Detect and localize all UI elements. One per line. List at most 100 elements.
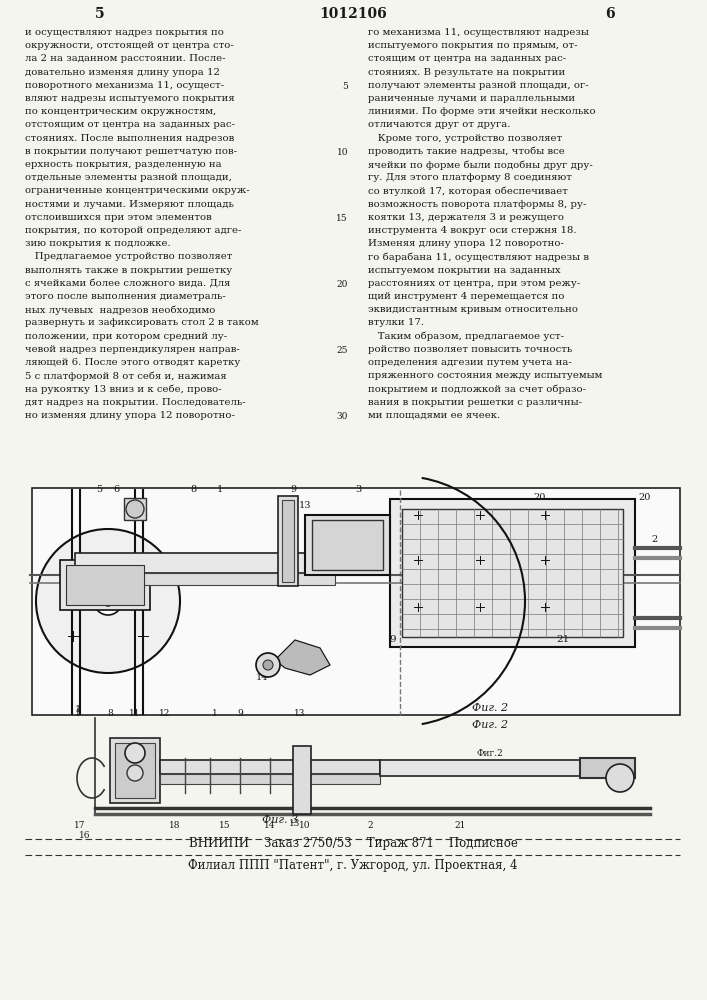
Text: вания в покрытии решетки с различны-: вания в покрытии решетки с различны- bbox=[368, 398, 582, 407]
Text: инструмента 4 вокруг оси стержня 18.: инструмента 4 вокруг оси стержня 18. bbox=[368, 226, 577, 235]
Text: ных лучевых  надрезов необходимо: ных лучевых надрезов необходимо bbox=[25, 305, 216, 315]
Bar bbox=[305, 515, 390, 575]
Text: Кроме того, устройство позволяет: Кроме того, устройство позволяет bbox=[368, 134, 562, 143]
Text: 20: 20 bbox=[534, 493, 547, 502]
Text: проводить такие надрезы, чтобы все: проводить такие надрезы, чтобы все bbox=[368, 147, 565, 156]
Text: ВНИИПИ    Заказ 2750/53    Тираж 871    Подписное: ВНИИПИ Заказ 2750/53 Тираж 871 Подписное bbox=[189, 836, 518, 850]
Bar bbox=[402, 509, 623, 637]
Text: ограниченные концентрическими окруж-: ограниченные концентрическими окруж- bbox=[25, 186, 250, 195]
Text: положении, при котором средний лу-: положении, при котором средний лу- bbox=[25, 332, 227, 341]
Bar bbox=[160, 760, 380, 774]
Text: отличаются друг от друга.: отличаются друг от друга. bbox=[368, 120, 510, 129]
Circle shape bbox=[36, 529, 180, 673]
Text: стояниях. В результате на покрытии: стояниях. В результате на покрытии bbox=[368, 68, 566, 77]
Circle shape bbox=[127, 765, 143, 781]
Text: Изменяя длину упора 12 поворотно-: Изменяя длину упора 12 поворотно- bbox=[368, 239, 564, 248]
Bar bbox=[75, 573, 335, 585]
Text: по концентрическим окружностям,: по концентрическим окружностям, bbox=[25, 107, 216, 116]
Text: 1: 1 bbox=[75, 706, 81, 714]
Text: 3: 3 bbox=[355, 486, 361, 494]
Text: этого после выполнения диаметраль-: этого после выполнения диаметраль- bbox=[25, 292, 226, 301]
Bar bbox=[380, 760, 580, 776]
Text: Филиал ППП "Патент", г. Ужгород, ул. Проектная, 4: Филиал ППП "Патент", г. Ужгород, ул. Про… bbox=[188, 858, 518, 871]
Bar bbox=[278, 496, 298, 586]
Text: и осуществляют надрез покрытия по: и осуществляют надрез покрытия по bbox=[25, 28, 224, 37]
Text: 25: 25 bbox=[337, 346, 348, 355]
Text: довательно изменяя длину упора 12: довательно изменяя длину упора 12 bbox=[25, 68, 220, 77]
Text: поворотного механизма 11, осущест-: поворотного механизма 11, осущест- bbox=[25, 81, 224, 90]
Bar bbox=[60, 560, 150, 610]
Text: стояниях. После выполнения надрезов: стояниях. После выполнения надрезов bbox=[25, 134, 234, 143]
Text: возможность поворота платформы 8, ру-: возможность поворота платформы 8, ру- bbox=[368, 200, 586, 209]
Bar bbox=[124, 498, 146, 520]
Text: получают элементы разной площади, ог-: получают элементы разной площади, ог- bbox=[368, 81, 589, 90]
Text: со втулкой 17, которая обеспечивает: со втулкой 17, которая обеспечивает bbox=[368, 186, 568, 196]
Text: выполнять также в покрытии решетку: выполнять также в покрытии решетку bbox=[25, 266, 233, 275]
Text: в покрытии получают решетчатую пов-: в покрытии получают решетчатую пов- bbox=[25, 147, 237, 156]
Text: стоящим от центра на заданных рас-: стоящим от центра на заданных рас- bbox=[368, 54, 566, 63]
Circle shape bbox=[606, 764, 634, 792]
Text: 20: 20 bbox=[638, 493, 650, 502]
Text: ройство позволяет повысить точность: ройство позволяет повысить точность bbox=[368, 345, 572, 354]
Bar bbox=[110, 738, 160, 803]
Text: пряженного состояния между испытуемым: пряженного состояния между испытуемым bbox=[368, 371, 602, 380]
Text: ляющей 6. После этого отводят каретку: ляющей 6. После этого отводят каретку bbox=[25, 358, 240, 367]
Text: Фиг. 3: Фиг. 3 bbox=[262, 815, 298, 825]
Text: 13: 13 bbox=[289, 820, 300, 828]
Text: 30: 30 bbox=[337, 412, 348, 421]
Text: 14: 14 bbox=[256, 674, 268, 682]
Text: расстояниях от центра, при этом режу-: расстояниях от центра, при этом режу- bbox=[368, 279, 580, 288]
Text: испытуемого покрытия по прямым, от-: испытуемого покрытия по прямым, от- bbox=[368, 41, 578, 50]
Text: 13: 13 bbox=[299, 502, 311, 510]
Text: 21: 21 bbox=[455, 822, 466, 830]
Bar bbox=[282, 500, 294, 582]
Text: втулки 17.: втулки 17. bbox=[368, 318, 424, 327]
Text: на рукоятку 13 вниз и к себе, прово-: на рукоятку 13 вниз и к себе, прово- bbox=[25, 384, 221, 394]
Text: Таким образом, предлагаемое уст-: Таким образом, предлагаемое уст- bbox=[368, 332, 564, 341]
Text: дят надрез на покрытии. Последователь-: дят надрез на покрытии. Последователь- bbox=[25, 398, 245, 407]
Text: щий инструмент 4 перемещается по: щий инструмент 4 перемещается по bbox=[368, 292, 564, 301]
Text: с ячейками более сложного вида. Для: с ячейками более сложного вида. Для bbox=[25, 279, 230, 288]
Text: 20: 20 bbox=[337, 280, 348, 289]
Text: эквидистантным кривым относительно: эквидистантным кривым относительно bbox=[368, 305, 578, 314]
Text: Фиг.2: Фиг.2 bbox=[477, 750, 503, 758]
Text: 6: 6 bbox=[113, 486, 119, 494]
Text: ностями и лучами. Измеряют площадь: ностями и лучами. Измеряют площадь bbox=[25, 200, 234, 209]
Text: определения адгезии путем учета на-: определения адгезии путем учета на- bbox=[368, 358, 572, 367]
Text: 5 с платформой 8 от себя и, нажимая: 5 с платформой 8 от себя и, нажимая bbox=[25, 371, 227, 381]
Polygon shape bbox=[275, 640, 330, 675]
Text: Предлагаемое устройство позволяет: Предлагаемое устройство позволяет bbox=[25, 252, 233, 261]
Text: гу. Для этого платформу 8 соединяют: гу. Для этого платформу 8 соединяют bbox=[368, 173, 572, 182]
Text: го барабана 11, осуществляют надрезы в: го барабана 11, осуществляют надрезы в bbox=[368, 252, 589, 262]
Bar bbox=[293, 746, 311, 814]
Text: 9: 9 bbox=[390, 636, 397, 645]
Text: раниченные лучами и параллельными: раниченные лучами и параллельными bbox=[368, 94, 575, 103]
Text: 1012106: 1012106 bbox=[319, 7, 387, 21]
Text: 2: 2 bbox=[367, 822, 373, 830]
Text: 21: 21 bbox=[556, 636, 570, 645]
Text: 17: 17 bbox=[74, 822, 86, 830]
Text: окружности, отстоящей от центра сто-: окружности, отстоящей от центра сто- bbox=[25, 41, 234, 50]
Bar bbox=[66, 565, 144, 605]
Circle shape bbox=[125, 743, 145, 763]
Text: 18: 18 bbox=[169, 822, 181, 830]
Text: 14: 14 bbox=[264, 822, 276, 830]
Text: 1: 1 bbox=[212, 708, 218, 718]
Bar bbox=[390, 499, 635, 647]
Text: но изменяя длину упора 12 поворотно-: но изменяя длину упора 12 поворотно- bbox=[25, 411, 235, 420]
Text: покрытием и подложкой за счет образо-: покрытием и подложкой за счет образо- bbox=[368, 384, 586, 394]
Circle shape bbox=[256, 653, 280, 677]
Text: покрытия, по которой определяют адге-: покрытия, по которой определяют адге- bbox=[25, 226, 241, 235]
Text: чевой надрез перпендикулярен направ-: чевой надрез перпендикулярен направ- bbox=[25, 345, 240, 354]
Text: 15: 15 bbox=[219, 822, 230, 830]
Text: ерхность покрытия, разделенную на: ерхность покрытия, разделенную на bbox=[25, 160, 221, 169]
Bar bbox=[75, 553, 335, 573]
Circle shape bbox=[103, 596, 113, 606]
Text: коятки 13, держателя 3 и режущего: коятки 13, держателя 3 и режущего bbox=[368, 213, 564, 222]
Text: 12: 12 bbox=[159, 708, 170, 718]
Text: 13: 13 bbox=[294, 708, 305, 718]
Text: вляют надрезы испытуемого покрытия: вляют надрезы испытуемого покрытия bbox=[25, 94, 235, 103]
Text: ми площадями ее ячеек.: ми площадями ее ячеек. bbox=[368, 411, 501, 420]
Text: 1: 1 bbox=[217, 486, 223, 494]
Text: 5: 5 bbox=[342, 82, 348, 91]
